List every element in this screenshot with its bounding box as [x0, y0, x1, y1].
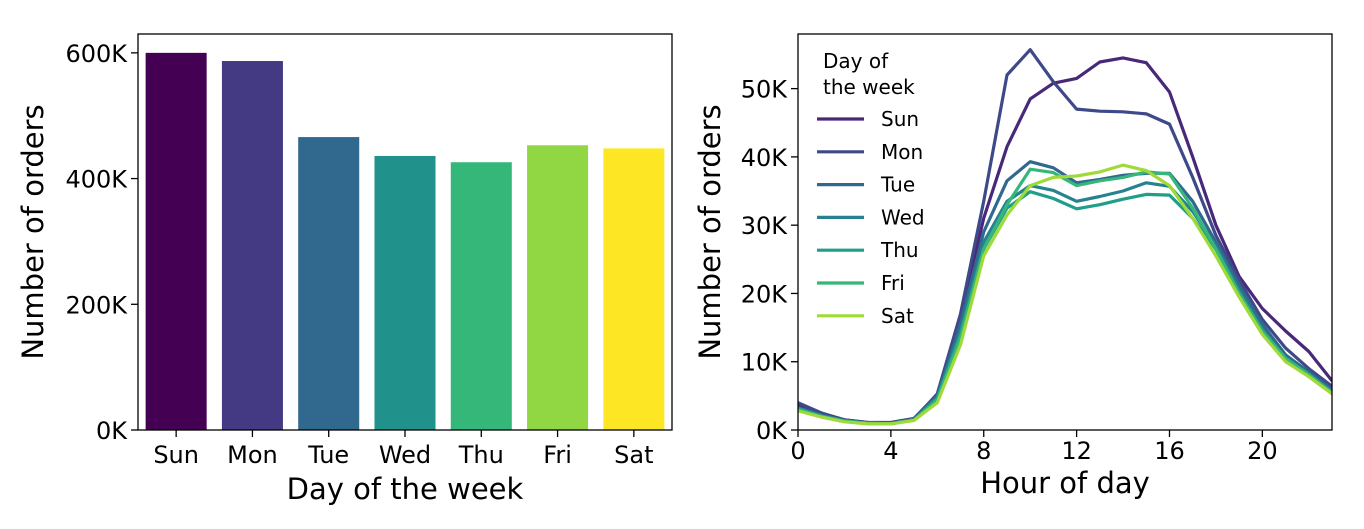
line-marks: [798, 48, 1332, 426]
line-series-sun: [798, 56, 1332, 425]
legend-title-line-2: the week: [823, 75, 915, 99]
line-series-sat: [798, 163, 1332, 426]
legend-label-fri: Fri: [881, 271, 905, 295]
bar-y-tick-label: 400K: [65, 166, 128, 194]
legend-label-tue: Tue: [880, 173, 915, 197]
bar-wed: [374, 155, 436, 430]
line-y-tick-label: 30K: [741, 212, 789, 240]
bar-fri: [527, 145, 589, 430]
line-x-tick-label: 4: [883, 437, 898, 465]
line-x-tick-label: 16: [1154, 437, 1185, 465]
legend-label-mon: Mon: [881, 140, 923, 164]
bar-x-tick-label: Sun: [153, 441, 199, 469]
bar-x-tick-label: Wed: [379, 441, 431, 469]
bar-x-tick-label: Sat: [614, 441, 653, 469]
bar-thu: [450, 162, 512, 430]
line-x-tick-label: 0: [790, 437, 805, 465]
line-y-tick-label: 50K: [741, 76, 789, 104]
legend-label-wed: Wed: [881, 205, 925, 229]
bar-x-tick-label: Mon: [227, 441, 278, 469]
bar-chart: 0K 200K 400K 600K Sun Mon Tue Wed Thu Fri Sat Day…: [16, 33, 673, 506]
legend-label-sat: Sat: [881, 304, 914, 328]
line-x-tick-label: 8: [976, 437, 991, 465]
line-y-axis: 0K 10K 20K 30K 40K 50K: [741, 76, 798, 445]
legend-label-sun: Sun: [881, 107, 919, 131]
bar-sat: [603, 148, 665, 430]
line-series-mon: [798, 48, 1332, 425]
legend-entries: Sun Mon Tue Wed Thu Fri Sat: [817, 107, 925, 328]
line-y-tick-label: 40K: [741, 144, 789, 172]
bar-y-tick-label: 600K: [65, 40, 128, 68]
line-y-tick-label: 10K: [741, 349, 789, 377]
bar-x-tick-label: Fri: [543, 441, 572, 469]
line-x-axis: 0 4 8 12 16 20: [790, 430, 1278, 465]
line-x-axis-title: Hour of day: [980, 466, 1150, 500]
line-x-tick-label: 20: [1247, 437, 1278, 465]
bar-y-tick-label: 0K: [96, 417, 128, 445]
bar-tue: [298, 137, 360, 431]
legend: Day of the week Sun Mon Tue Wed Thu Fri Sat: [817, 49, 925, 328]
bar-mon: [221, 61, 283, 431]
line-y-axis-title: Number of orders: [693, 104, 727, 359]
line-x-tick-label: 12: [1061, 437, 1092, 465]
line-y-tick-label: 0K: [756, 417, 788, 445]
bar-x-tick-label: Tue: [307, 441, 349, 469]
bar-x-axis: Sun Mon Tue Wed Thu Fri Sat: [153, 430, 654, 469]
bar-marks: [145, 52, 665, 431]
line-chart-frame: [797, 33, 1333, 431]
bar-sun: [145, 52, 207, 430]
legend-title-line-1: Day of: [823, 49, 889, 73]
bar-x-axis-title: Day of the week: [287, 472, 524, 506]
line-y-tick-label: 20K: [741, 280, 789, 308]
bar-y-axis-title: Number of orders: [16, 104, 50, 359]
bar-y-axis: 0K 200K 400K 600K: [65, 40, 138, 445]
bar-y-tick-label: 200K: [65, 291, 128, 319]
legend-label-thu: Thu: [880, 238, 919, 262]
bar-x-tick-label: Thu: [458, 441, 504, 469]
